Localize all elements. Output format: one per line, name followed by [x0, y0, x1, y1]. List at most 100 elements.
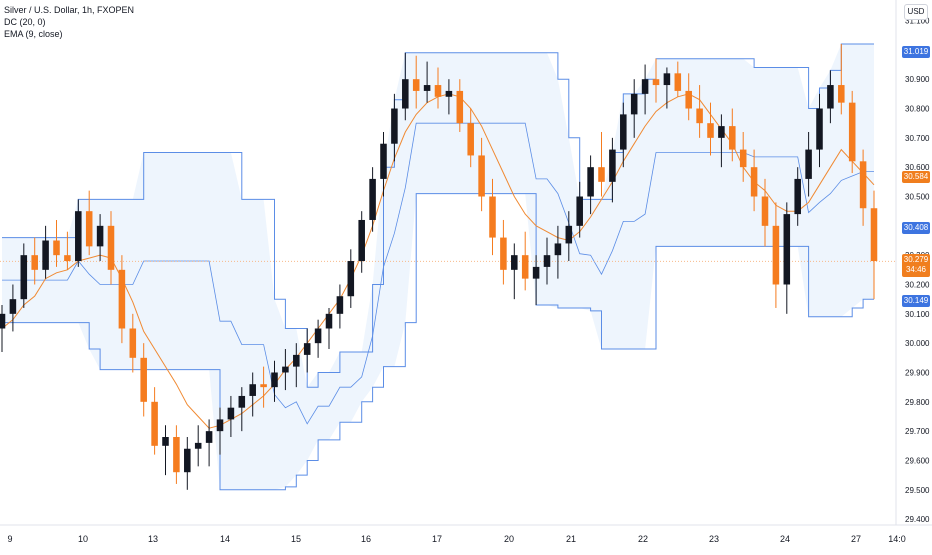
candle-body: [336, 296, 344, 314]
candle-body: [532, 266, 540, 279]
candle-body: [761, 196, 769, 226]
time-axis-label: 14:0: [888, 534, 906, 544]
candle-body: [794, 178, 801, 215]
candle-body: [173, 437, 180, 473]
price-axis-label: 30.700: [905, 134, 930, 143]
dc-upper-line: [2, 43, 874, 388]
candle-body: [129, 328, 137, 358]
candle-body: [489, 196, 496, 238]
candle-body: [641, 79, 649, 94]
candle-body: [500, 237, 507, 270]
time-axis-label: 9: [7, 534, 12, 544]
candle-body: [739, 149, 747, 168]
price-axis-label: 30.600: [905, 163, 930, 172]
candle-body: [674, 73, 682, 91]
candle-body: [859, 161, 867, 209]
candle-body: [0, 313, 6, 329]
dc-indicator-label[interactable]: DC (20, 0): [4, 17, 46, 27]
price-axis-label: 30.000: [905, 339, 930, 348]
symbol-title[interactable]: Silver / U.S. Dollar, 1h, FXOPEN: [4, 5, 135, 15]
candle-body: [412, 79, 420, 91]
candle-body: [205, 431, 213, 443]
candle-body: [663, 73, 671, 86]
time-axis-label: 13: [148, 534, 158, 544]
ema-price-tag: 30.584: [902, 171, 930, 183]
candle-body: [151, 401, 158, 446]
candle-body: [347, 261, 355, 297]
donchian-channel-fill: [2, 44, 874, 490]
candle-body: [162, 437, 169, 446]
candle-body: [565, 225, 573, 244]
candle-body: [9, 299, 17, 314]
price-axis-label: 29.600: [905, 456, 930, 465]
candle-body: [696, 108, 703, 124]
price-axis-label: 29.800: [905, 398, 930, 407]
candle-body: [729, 126, 736, 150]
candle-body: [554, 243, 562, 256]
candle-body: [216, 419, 224, 432]
currency-button[interactable]: USD: [904, 4, 928, 20]
candle-body: [249, 384, 256, 396]
candle-body: [96, 225, 104, 247]
candle-body: [391, 108, 398, 144]
candle-body: [20, 255, 28, 300]
candle-body: [707, 123, 714, 138]
candle-body: [271, 372, 278, 388]
candle-body: [718, 126, 725, 138]
candle-body: [478, 155, 485, 197]
candle-body: [314, 328, 322, 344]
candle-body: [107, 225, 115, 270]
candle-body: [64, 255, 71, 262]
candle-body: [184, 448, 191, 473]
time-axis-label: 20: [504, 534, 514, 544]
candle-body: [369, 178, 376, 220]
ema-indicator-label[interactable]: EMA (9, close): [4, 29, 63, 39]
candle-body: [772, 225, 780, 285]
candle-body: [543, 255, 551, 267]
candle-body: [816, 108, 823, 150]
candle-body: [870, 208, 878, 262]
candle-body: [652, 79, 660, 86]
price-axis-label: 29.900: [905, 368, 930, 377]
candle-body: [260, 384, 267, 388]
price-axis-label: 29.400: [905, 515, 930, 524]
time-axis-label: 14: [220, 534, 230, 544]
candle-body: [31, 255, 38, 270]
price-axis-label: 30.900: [905, 75, 930, 84]
candle-body: [827, 85, 834, 109]
candle-body: [685, 90, 692, 109]
price-axis-label: 30.800: [905, 105, 930, 114]
candle-body: [380, 143, 387, 179]
last-price-value: 30.279: [903, 255, 929, 264]
price-axis-label: 30.200: [905, 280, 930, 289]
time-axis-label: 23: [709, 534, 719, 544]
time-axis-label: 27: [851, 534, 861, 544]
time-axis-label: 21: [566, 534, 576, 544]
bar-countdown: 34:46: [905, 265, 927, 274]
time-axis-label: 22: [638, 534, 648, 544]
dc-lower-line: [2, 193, 874, 491]
candle-body: [445, 90, 453, 97]
last-price-tag: 30.279 34:46: [902, 254, 930, 277]
candle-body: [511, 255, 518, 270]
candle-body: [598, 167, 605, 182]
candle-body: [75, 211, 82, 262]
candle-body: [402, 79, 409, 109]
candle-body: [194, 442, 202, 449]
candle-body: [467, 123, 474, 156]
candle-body: [587, 167, 594, 197]
chart-legend: Silver / U.S. Dollar, 1h, FXOPEN DC (20,…: [4, 4, 134, 40]
candle-body: [521, 255, 529, 279]
candle-body: [805, 149, 812, 179]
candle-body: [358, 219, 365, 262]
time-axis-label: 24: [780, 534, 790, 544]
dc-upper-price-tag: 31.019: [902, 46, 930, 58]
candle-body: [85, 211, 93, 247]
candle-body: [848, 102, 856, 162]
time-axis-label: 15: [291, 534, 301, 544]
candle-body: [227, 407, 235, 420]
candle-body: [53, 240, 60, 256]
candle-body: [609, 149, 616, 182]
